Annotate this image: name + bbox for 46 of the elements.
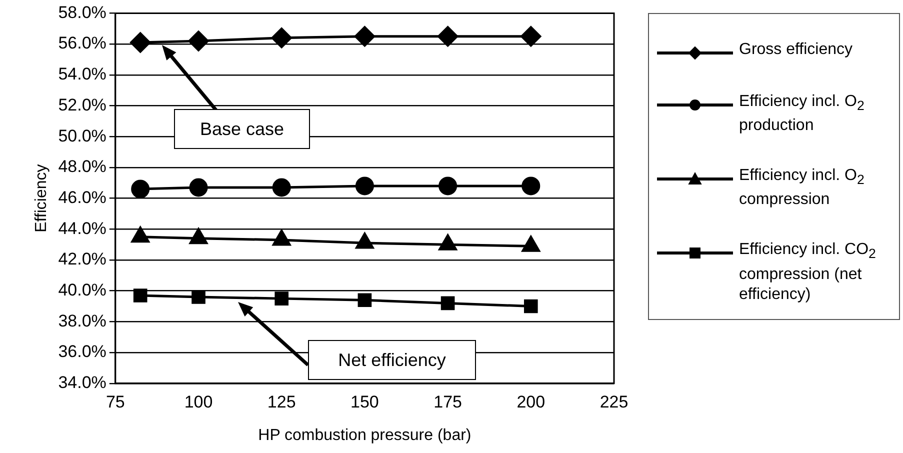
x-tick-label: 200 <box>516 392 546 412</box>
point <box>271 28 292 48</box>
x-tick-label: 75 <box>106 392 125 412</box>
point <box>358 293 372 308</box>
point <box>438 176 458 196</box>
text: Efficiency incl. O$_{2}$ production <box>739 93 864 134</box>
point <box>130 32 151 53</box>
x-tick-label: 100 <box>184 392 213 412</box>
point <box>354 26 375 47</box>
point <box>524 299 538 314</box>
x-axis-title: HP combustion pressure (bar) <box>258 426 472 444</box>
y-tick-label: 46.0% <box>58 188 106 207</box>
legend-label: Efficiency incl. CO$_{2}$ compression (net efficiency) <box>739 240 877 305</box>
y-tick-label: 54.0% <box>58 64 106 84</box>
point <box>131 180 150 198</box>
point <box>274 292 289 306</box>
y-tick-label: 58.0% <box>58 2 106 22</box>
x-tick-label: 150 <box>350 392 379 412</box>
y-tick-label: 34.0% <box>58 373 106 392</box>
y-axis-title: Efficiency <box>33 164 50 232</box>
y-tick-label: 42.0% <box>58 250 106 269</box>
x-tick-label: 125 <box>267 392 296 412</box>
point <box>440 296 455 310</box>
y-tick-label: 36.0% <box>58 342 106 362</box>
legend-label: Gross efficiency <box>739 40 853 60</box>
point <box>189 178 208 197</box>
callout: Net efficiency <box>308 340 476 380</box>
point <box>272 178 291 197</box>
point <box>520 26 542 47</box>
point <box>188 30 209 52</box>
point <box>192 290 206 304</box>
y-tick-label: 50.0% <box>58 126 106 146</box>
point <box>438 26 458 47</box>
y-tick-label: 48.0% <box>58 157 106 176</box>
x-tick-label: 225 <box>600 392 628 412</box>
y-tick-label: 38.0% <box>58 311 106 330</box>
x-tick-label: 175 <box>434 392 462 412</box>
y-tick-label: 56.0% <box>58 34 106 53</box>
y-tick-label: 40.0% <box>58 280 106 300</box>
point <box>355 176 374 196</box>
callout: Base case <box>174 109 310 149</box>
y-tick-label: 52.0% <box>58 95 106 114</box>
point <box>133 288 148 302</box>
point <box>522 176 540 196</box>
y-tick-label: 44.0% <box>58 218 106 238</box>
text: Efficiency incl. O$_{2}$ compression <box>739 167 864 208</box>
